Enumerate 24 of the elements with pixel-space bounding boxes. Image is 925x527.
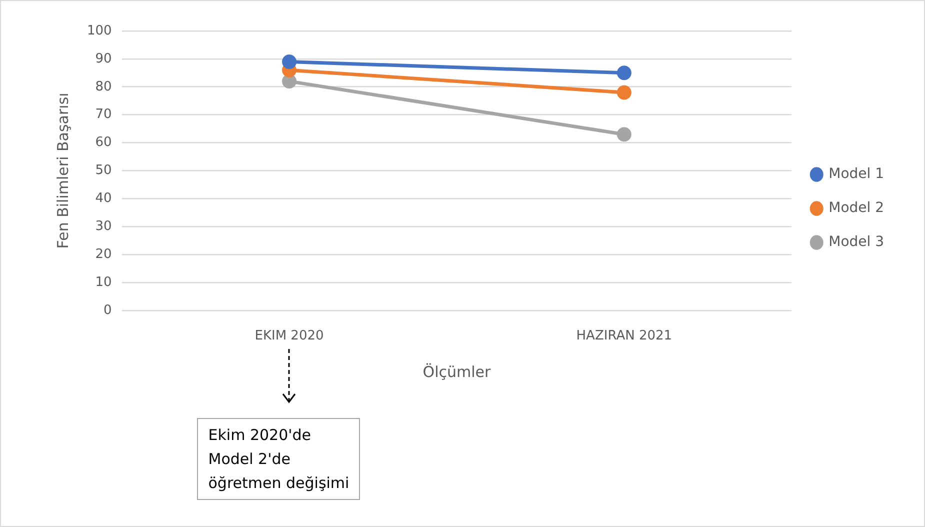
y-tick-label: 40 xyxy=(95,191,112,206)
y-tick-label: 20 xyxy=(95,246,112,262)
text: Ekim 2020'de Model 2'de öğretmen değişimi xyxy=(197,418,360,500)
y-tick-label: 90 xyxy=(95,51,112,66)
x-tick-label: EKIM 2020 xyxy=(254,328,324,344)
legend-label: Model 1 xyxy=(828,166,884,182)
legend-label: Model 2 xyxy=(828,200,884,216)
y-tick-label: 100 xyxy=(86,23,112,38)
y-tick-label: 70 xyxy=(95,107,112,122)
point xyxy=(282,54,297,69)
y-tick-label: 10 xyxy=(95,274,112,290)
point xyxy=(616,66,632,80)
point xyxy=(282,74,297,89)
point xyxy=(616,85,632,100)
y-tick-label: 50 xyxy=(95,163,112,178)
y-axis-title: Fen Bilimleri Başarısı xyxy=(54,92,72,249)
legend-label: Model 3 xyxy=(828,234,884,250)
point xyxy=(616,127,632,142)
x-axis-title: Ölçümler xyxy=(422,362,492,381)
y-tick-label: 60 xyxy=(95,135,112,150)
y-tick-label: 80 xyxy=(95,79,112,94)
y-tick-label: 0 xyxy=(104,302,112,318)
x-tick-label: HAZIRAN 2021 xyxy=(576,328,672,344)
y-tick-label: 30 xyxy=(95,218,112,234)
